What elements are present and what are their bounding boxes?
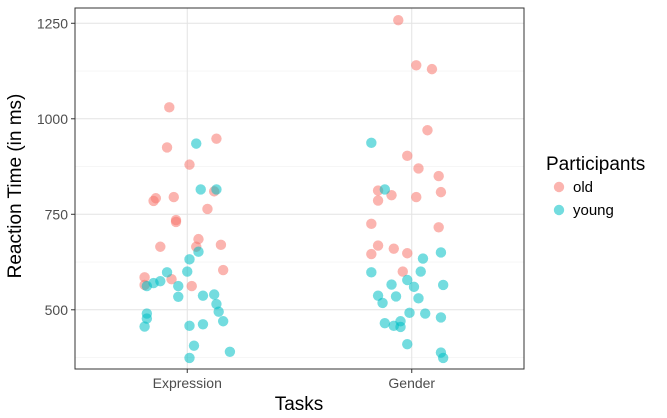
- data-point-old: [411, 191, 422, 203]
- data-points: [139, 15, 449, 364]
- data-point-old: [411, 60, 422, 71]
- data-point-old: [148, 195, 159, 207]
- data-point-young: [188, 340, 200, 351]
- data-point-young: [386, 279, 397, 290]
- legend-key-young: [553, 204, 565, 216]
- data-point-young: [413, 293, 424, 304]
- data-point-old: [184, 159, 195, 170]
- data-point-young: [379, 184, 391, 195]
- data-point-old: [433, 170, 444, 182]
- data-point-young: [173, 280, 184, 292]
- data-point-old: [397, 266, 408, 277]
- data-point-young: [141, 280, 153, 292]
- data-point-young: [197, 319, 209, 330]
- data-point-old: [215, 239, 227, 251]
- y-axis-ticks: 500 750 1000 1250: [37, 15, 75, 318]
- data-point-old: [186, 280, 197, 292]
- data-point-young: [213, 306, 224, 317]
- data-point-young: [191, 138, 202, 149]
- data-point-old: [433, 222, 444, 233]
- data-point-young: [435, 247, 447, 258]
- data-point-young: [139, 321, 150, 332]
- data-point-young: [193, 246, 204, 257]
- data-point-young: [408, 281, 420, 293]
- data-point-young: [173, 291, 184, 302]
- data-point-old: [366, 248, 377, 260]
- legend: Participants old young: [546, 154, 645, 219]
- data-point-young: [435, 312, 447, 323]
- data-point-young: [390, 291, 402, 302]
- data-point-old: [372, 195, 384, 206]
- data-point-young: [184, 352, 195, 364]
- data-point-old: [372, 240, 384, 251]
- data-point-old: [161, 142, 173, 153]
- data-point-old: [366, 218, 377, 230]
- x-tick-label: Gender: [388, 375, 435, 391]
- data-point-young: [182, 266, 193, 277]
- data-point-young: [366, 267, 377, 278]
- data-point-old: [402, 248, 413, 259]
- y-tick-label: 500: [45, 302, 69, 318]
- data-point-young: [420, 308, 431, 319]
- data-point-old: [164, 102, 175, 113]
- data-point-old: [393, 15, 404, 26]
- y-tick-label: 750: [45, 206, 69, 222]
- data-point-young: [417, 253, 429, 264]
- data-point-young: [402, 274, 413, 286]
- data-point-young: [208, 289, 220, 300]
- data-point-old: [388, 243, 399, 254]
- data-point-young: [404, 307, 415, 319]
- data-point-young: [195, 184, 206, 195]
- data-point-old: [422, 125, 433, 136]
- minor-gridlines: [75, 70, 524, 358]
- data-point-young: [217, 316, 229, 327]
- data-point-young: [366, 137, 377, 149]
- data-point-old: [139, 272, 150, 283]
- data-point-young: [211, 184, 222, 195]
- y-tick-label: 1000: [37, 111, 68, 127]
- x-axis-title: Tasks: [275, 394, 324, 415]
- y-axis-title: Reaction Time (in ms): [5, 94, 26, 279]
- data-point-old: [155, 241, 166, 252]
- data-point-old: [426, 63, 438, 75]
- legend-title: Participants: [546, 154, 645, 175]
- data-point-young: [437, 279, 449, 291]
- data-point-young: [395, 321, 406, 333]
- y-tick-label: 1250: [37, 15, 68, 31]
- data-point-young: [141, 313, 153, 324]
- legend-key-old: [553, 181, 565, 193]
- data-point-old: [202, 203, 213, 215]
- data-point-young: [379, 317, 391, 329]
- data-point-young: [197, 290, 209, 301]
- data-point-young: [161, 267, 173, 278]
- x-tick-label: Expression: [153, 375, 222, 391]
- plot-panel-border: [74, 7, 525, 370]
- data-point-young: [184, 254, 195, 265]
- data-point-old: [211, 133, 222, 144]
- data-point-old: [435, 186, 447, 198]
- data-point-young: [402, 338, 413, 350]
- data-point-old: [413, 163, 424, 174]
- data-point-old: [402, 150, 413, 162]
- data-point-young: [377, 297, 388, 309]
- data-point-old: [170, 216, 182, 228]
- data-point-young: [224, 346, 236, 358]
- data-point-young: [184, 320, 195, 332]
- data-point-old: [168, 191, 179, 203]
- data-point-old: [217, 264, 229, 276]
- legend-label-old: old: [573, 179, 593, 196]
- data-point-young: [437, 352, 449, 364]
- x-axis-ticks: Expression Gender: [153, 369, 435, 391]
- data-point-young: [415, 266, 426, 277]
- legend-label-young: young: [573, 202, 614, 219]
